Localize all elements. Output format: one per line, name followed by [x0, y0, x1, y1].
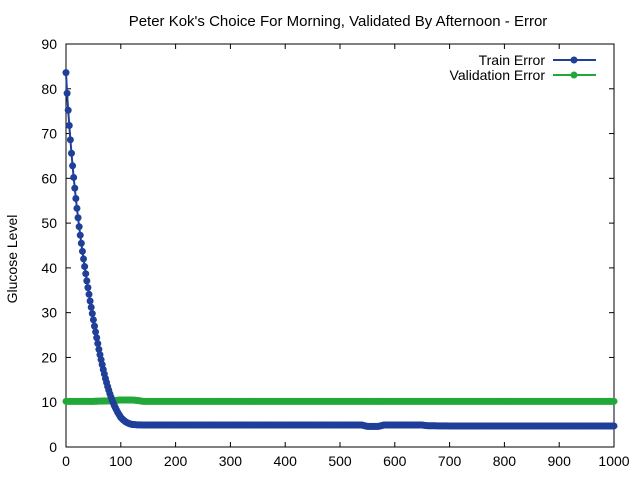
data-point-train-error [83, 277, 91, 285]
data-point-train-error [77, 239, 85, 247]
y-tick-label: 20 [41, 349, 57, 365]
x-tick-label: 400 [274, 453, 298, 469]
data-point-train-error [93, 334, 101, 342]
legend-marker-train-error [570, 56, 578, 64]
y-tick-label: 10 [41, 394, 57, 410]
data-point-train-error [95, 345, 103, 353]
data-point-train-error [94, 340, 102, 348]
series-train-error [62, 69, 618, 430]
x-tick-label: 0 [62, 453, 70, 469]
y-tick-label: 0 [49, 439, 57, 455]
data-point-train-error [80, 255, 88, 263]
data-point-validation-error [610, 397, 618, 405]
x-tick-label: 800 [493, 453, 517, 469]
data-point-train-error [85, 290, 93, 298]
y-tick-label: 90 [41, 36, 57, 52]
x-tick-label: 900 [548, 453, 572, 469]
y-axis-label: Glucose Level [4, 215, 20, 304]
series-validation-error [62, 396, 618, 405]
x-tick-label: 100 [109, 453, 133, 469]
data-point-train-error [75, 223, 83, 231]
y-tick-label: 30 [41, 305, 57, 321]
data-point-train-error [92, 328, 100, 336]
y-tick-label: 50 [41, 215, 57, 231]
x-tick-label: 600 [383, 453, 407, 469]
x-tick-label: 1000 [598, 453, 629, 469]
x-tick-label: 300 [219, 453, 243, 469]
data-point-train-error [91, 322, 98, 330]
data-point-train-error [72, 194, 80, 202]
y-tick-label: 70 [41, 126, 57, 142]
data-point-train-error [76, 231, 84, 239]
data-point-train-error [62, 69, 70, 77]
y-tick-label: 40 [41, 260, 57, 276]
y-tick-label: 60 [41, 170, 57, 186]
data-point-train-error [71, 184, 79, 192]
legend-label-validation-error: Validation Error [450, 67, 546, 83]
data-point-train-error [70, 173, 78, 181]
chart-title: Peter Kok's Choice For Morning, Validate… [129, 13, 548, 30]
y-tick-label: 80 [41, 81, 57, 97]
data-point-train-error [82, 270, 90, 278]
data-point-train-error [87, 303, 95, 311]
data-point-train-error [81, 263, 89, 271]
data-point-train-error [67, 149, 75, 157]
data-point-train-error [64, 106, 72, 114]
data-point-train-error [610, 422, 618, 430]
x-tick-label: 700 [438, 453, 462, 469]
plot-frame [65, 43, 615, 448]
x-tick-label: 200 [164, 453, 188, 469]
data-point-train-error [74, 214, 82, 222]
data-point-train-error [66, 136, 74, 144]
legend-label-train-error: Train Error [479, 52, 546, 68]
x-tick-label: 500 [328, 453, 352, 469]
data-point-train-error [86, 297, 94, 305]
data-point-train-error [89, 316, 97, 324]
data-point-train-error [69, 162, 77, 170]
legend-marker-validation-error [570, 71, 578, 79]
data-point-train-error [84, 284, 92, 292]
data-point-train-error [65, 122, 73, 129]
data-point-train-error [63, 89, 71, 97]
series-layer [62, 69, 618, 430]
data-point-train-error [88, 310, 96, 318]
data-point-train-error [78, 247, 86, 255]
data-point-train-error [73, 204, 81, 212]
series-line-train-error [65, 72, 614, 428]
